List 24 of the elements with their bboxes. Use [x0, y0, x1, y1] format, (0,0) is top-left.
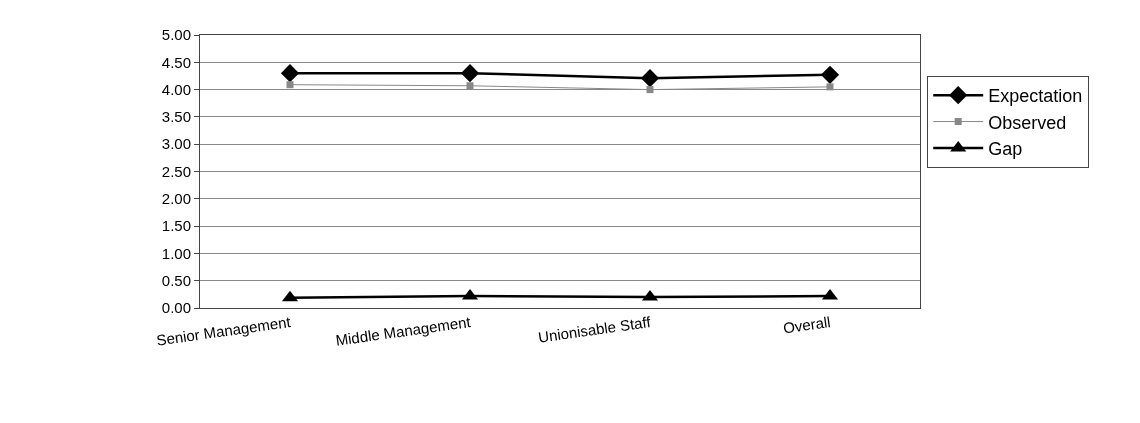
y-tick-label: 2.50 [161, 162, 191, 180]
point [826, 83, 834, 91]
legend-label: Observed [988, 112, 1067, 133]
y-tick-label: 4.00 [161, 80, 191, 98]
point [820, 65, 840, 84]
x-tick-label: Middle Management [334, 312, 473, 349]
y-tick-label: 2.00 [161, 190, 191, 208]
y-tick-label: 1.00 [161, 244, 191, 262]
legend-label: Gap [988, 138, 1023, 159]
y-tick-label: 0.50 [161, 271, 191, 289]
point [466, 82, 474, 90]
point [286, 81, 294, 89]
x-tick-label: Overall [782, 313, 832, 337]
y-tick-label: 5.00 [161, 26, 191, 44]
y-tick-label: 1.50 [161, 217, 191, 235]
x-tick-label: Unionisable Staff [537, 312, 653, 346]
y-tick-label: 3.00 [161, 135, 191, 153]
legend-label: Expectation [988, 86, 1083, 107]
point [460, 64, 480, 83]
y-tick-label: 4.50 [161, 53, 191, 71]
point [280, 64, 300, 83]
y-tick-label: 3.50 [161, 108, 191, 126]
point [640, 69, 660, 88]
point [646, 86, 654, 94]
